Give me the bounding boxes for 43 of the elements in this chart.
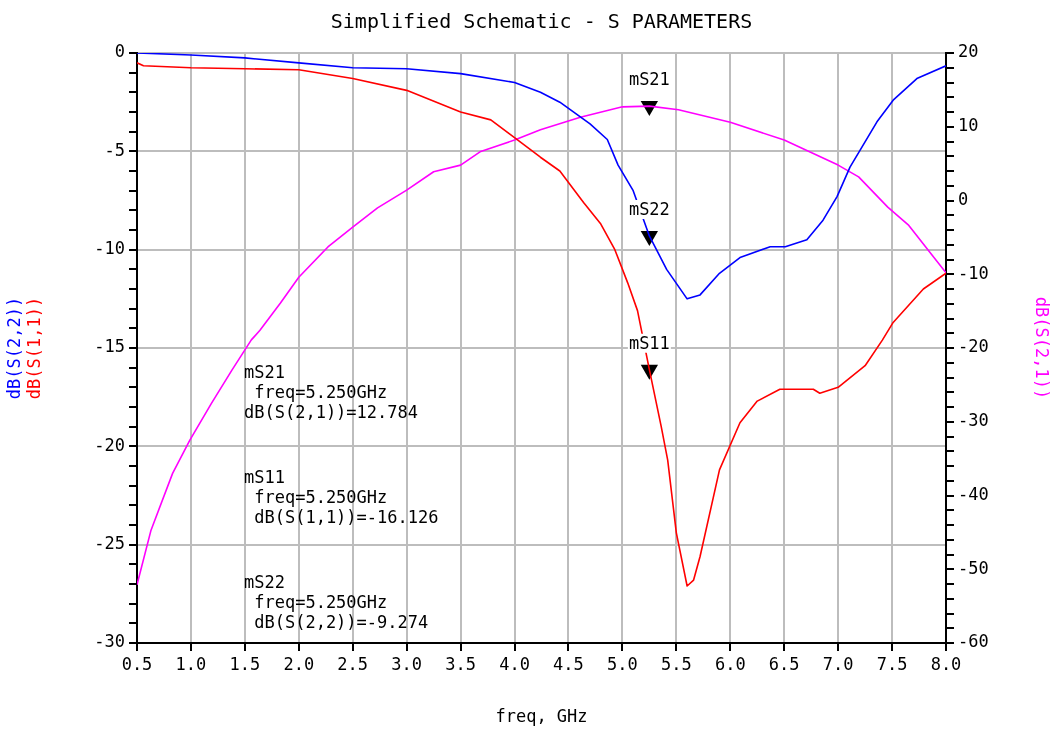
y2-tick-label: -20 xyxy=(958,336,989,357)
x-tick-label: 3.5 xyxy=(445,653,476,674)
y-tick-label: 0 xyxy=(114,41,125,62)
text: dB(S(2,1)) xyxy=(1032,296,1052,400)
y-tick-label: -20 xyxy=(94,434,125,455)
x-tick-label: 3.0 xyxy=(391,653,423,674)
y-tick-label: -15 xyxy=(94,336,125,357)
y-tick-label: -5 xyxy=(104,139,125,160)
y2-tick-label: 10 xyxy=(958,115,979,136)
x-tick-label: 6.5 xyxy=(768,653,800,674)
data-label: mS21 xyxy=(628,69,670,90)
data-label: mS22 xyxy=(628,198,670,219)
text: dB(S(2,2)) xyxy=(4,296,24,400)
x-tick-label: 8.0 xyxy=(930,653,962,674)
y2-tick-label: -50 xyxy=(958,557,989,578)
y-tick-label: -30 xyxy=(94,631,125,652)
data-label: mS11 xyxy=(628,332,670,353)
x-tick-label: 1.0 xyxy=(175,653,207,674)
x-tick-label: 5.5 xyxy=(660,653,692,674)
chart-title: Simplified Schematic - S PARAMETERS xyxy=(330,9,753,33)
y2-tick-label: -30 xyxy=(958,410,989,431)
y2-tick-label: -60 xyxy=(958,631,989,652)
x-tick-label: 1.5 xyxy=(229,653,261,674)
x-axis-title: freq, GHz xyxy=(495,706,588,726)
x-tick-label: 2.0 xyxy=(283,653,315,674)
x-tick-label: 2.5 xyxy=(337,653,369,674)
x-tick-label: 4.0 xyxy=(499,653,530,674)
x-tick-label: 5.0 xyxy=(607,653,638,674)
y-tick-label: -10 xyxy=(94,238,125,259)
y2-tick-label: -10 xyxy=(958,262,989,283)
y-tick-label: -25 xyxy=(94,533,125,554)
x-tick-label: 0.5 xyxy=(121,653,153,674)
x-tick-label: 4.5 xyxy=(553,653,584,674)
y2-tick-label: -40 xyxy=(958,483,989,504)
annotation: mS11 freq=5.250GHz dB(S(1,1))=-16.126 xyxy=(244,467,439,527)
annotation: mS21 freq=5.250GHz dB(S(2,1))=12.784 xyxy=(244,362,418,422)
y2-tick-label: 0 xyxy=(958,188,969,209)
text: dB(S(1,1)) xyxy=(24,296,44,400)
x-tick-label: 7.5 xyxy=(876,653,908,674)
x-tick-label: 7.0 xyxy=(822,653,854,674)
annotation: mS22 freq=5.250GHz dB(S(2,2))=-9.274 xyxy=(244,572,429,632)
x-tick-label: 6.0 xyxy=(714,653,746,674)
y2-tick-label: 20 xyxy=(958,41,979,62)
